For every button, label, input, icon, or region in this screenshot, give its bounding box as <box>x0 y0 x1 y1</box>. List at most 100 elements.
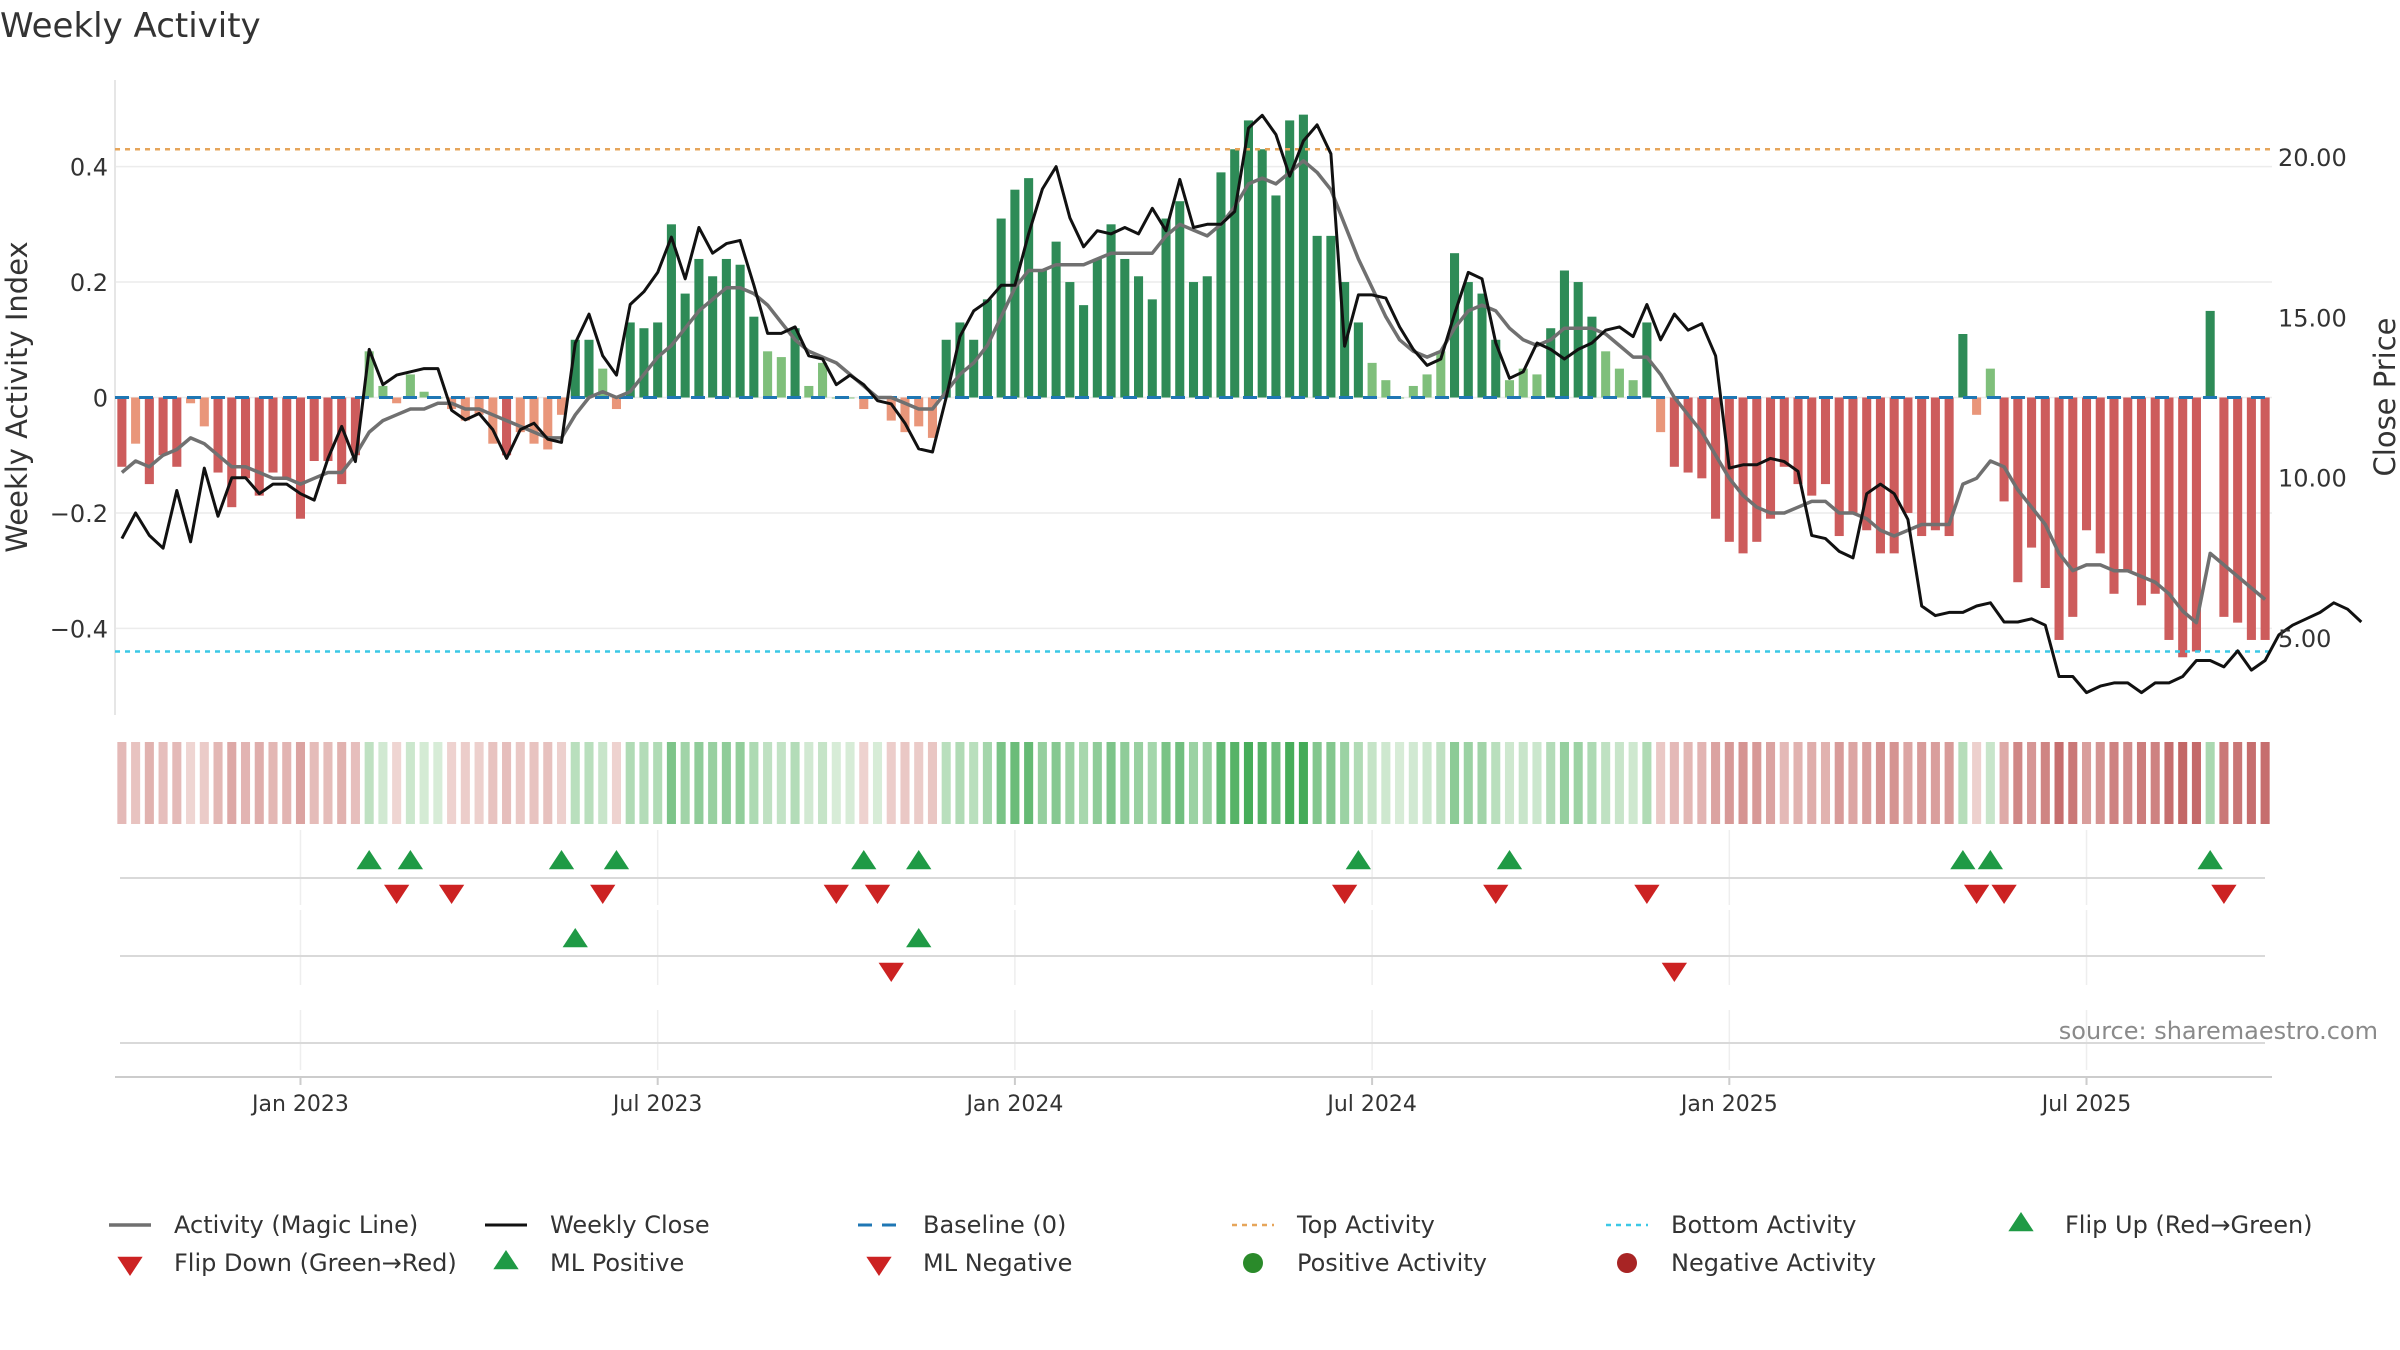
heat-cell <box>474 742 484 824</box>
weekly-close-line <box>120 113 2363 695</box>
heat-cell <box>1752 742 1762 824</box>
heat-cell <box>1161 742 1171 824</box>
heat-cell <box>955 742 965 824</box>
heat-cell <box>419 742 429 824</box>
close-price-axis-ticks: 5.00 10.00 15.00 20.00 <box>2278 144 2347 653</box>
activity-bar <box>131 397 141 444</box>
heat-cell <box>1518 742 1528 824</box>
heat-cell <box>1395 742 1405 824</box>
legend-label: Weekly Close <box>550 1211 710 1239</box>
heat-cell <box>2164 742 2174 824</box>
activity-bar <box>2109 397 2119 594</box>
activity-bar <box>337 397 347 485</box>
y-tick-label: −0.2 <box>50 500 108 528</box>
y2-tick-label: 5.00 <box>2278 625 2331 653</box>
activity-bar <box>2178 397 2188 658</box>
activity-bar <box>845 397 855 399</box>
flip-down-marker <box>864 884 891 904</box>
flip-down-marker <box>1331 884 1358 904</box>
legend-label: Top Activity <box>1296 1211 1435 1239</box>
activity-bar <box>1875 397 1885 554</box>
heat-cell <box>708 742 718 824</box>
flip-down-marker <box>823 884 849 904</box>
activity-bar <box>2246 397 2256 640</box>
heat-cell <box>1436 742 1446 824</box>
activity-bar <box>941 339 951 398</box>
source-text: source: sharemaestro.com <box>2059 1017 2378 1045</box>
activity-bar <box>1271 195 1281 398</box>
activity-bar <box>1820 397 1831 485</box>
heat-cell <box>227 742 237 824</box>
heat-cell <box>1243 742 1253 824</box>
activity-bar <box>886 397 896 421</box>
heat-cell <box>763 742 773 824</box>
activity-bar <box>1037 270 1047 398</box>
heat-cell <box>158 742 168 824</box>
heat-cell <box>2123 742 2133 824</box>
y-tick-label: 0 <box>93 385 108 413</box>
activity-bar <box>323 397 333 461</box>
activity-bar <box>2054 397 2064 640</box>
heat-cell <box>886 742 896 824</box>
legend-label: Bottom Activity <box>1671 1211 1856 1239</box>
heat-cell <box>1587 742 1597 824</box>
heat-cell <box>2260 742 2270 824</box>
series-lines <box>120 113 2363 695</box>
heat-cell <box>1051 742 1061 824</box>
heat-cell <box>1642 742 1652 824</box>
activity-bar <box>1202 276 1212 398</box>
activity-bar <box>1848 397 1858 513</box>
heat-cell <box>1930 742 1940 824</box>
heat-cell <box>1230 742 1240 824</box>
activity-bar <box>2191 397 2201 652</box>
heat-cell <box>1463 742 1473 824</box>
activity-bar <box>1972 397 1982 415</box>
heat-cell <box>378 742 388 824</box>
heat-cell <box>1889 742 1899 824</box>
heat-cell <box>859 742 869 824</box>
close-price-axis-label: Close Price <box>2368 318 2400 477</box>
activity-bar <box>1463 282 1473 398</box>
heat-cell <box>639 742 649 824</box>
heat-cell <box>666 742 676 824</box>
heat-cell <box>1532 742 1542 824</box>
heat-cell <box>1614 742 1624 824</box>
activity-bar <box>1738 397 1748 554</box>
heat-cell <box>2191 742 2201 824</box>
heat-cell <box>982 742 992 824</box>
activity-bar <box>653 322 663 398</box>
activity-bar <box>1188 282 1199 398</box>
activity-bar <box>1862 397 1872 531</box>
x-tick-label: Jan 2023 <box>250 1092 349 1117</box>
activity-bar <box>2164 397 2174 640</box>
heat-cell <box>1257 742 1267 824</box>
heat-cell <box>268 742 278 824</box>
activity-bar <box>254 397 264 496</box>
activity-bar <box>295 397 306 519</box>
heat-cell <box>1340 742 1350 824</box>
activity-bar <box>598 368 608 398</box>
legend-label: Activity (Magic Line) <box>174 1211 418 1239</box>
legend-label: ML Positive <box>550 1249 684 1277</box>
activity-bar <box>955 322 965 398</box>
heat-cell <box>1793 742 1803 824</box>
heat-cell <box>694 742 704 824</box>
activity-bar <box>1079 305 1089 398</box>
heat-cell <box>872 742 883 824</box>
activity-bar <box>2150 397 2160 594</box>
heat-cell <box>323 742 333 824</box>
heat-cell <box>927 742 937 824</box>
heat-cell <box>337 742 347 824</box>
heat-cell <box>515 742 525 824</box>
activity-bar <box>790 328 800 398</box>
heat-cell <box>1875 742 1885 824</box>
activity-bar <box>556 397 567 415</box>
heat-cell <box>1491 742 1501 824</box>
activity-bar <box>1134 276 1144 398</box>
heat-cell <box>1450 742 1460 824</box>
activity-bar <box>1504 380 1515 398</box>
heat-cell <box>1381 742 1391 824</box>
activity-bar <box>2136 397 2147 606</box>
activity-bar <box>158 397 168 456</box>
activity-bar <box>625 322 635 398</box>
